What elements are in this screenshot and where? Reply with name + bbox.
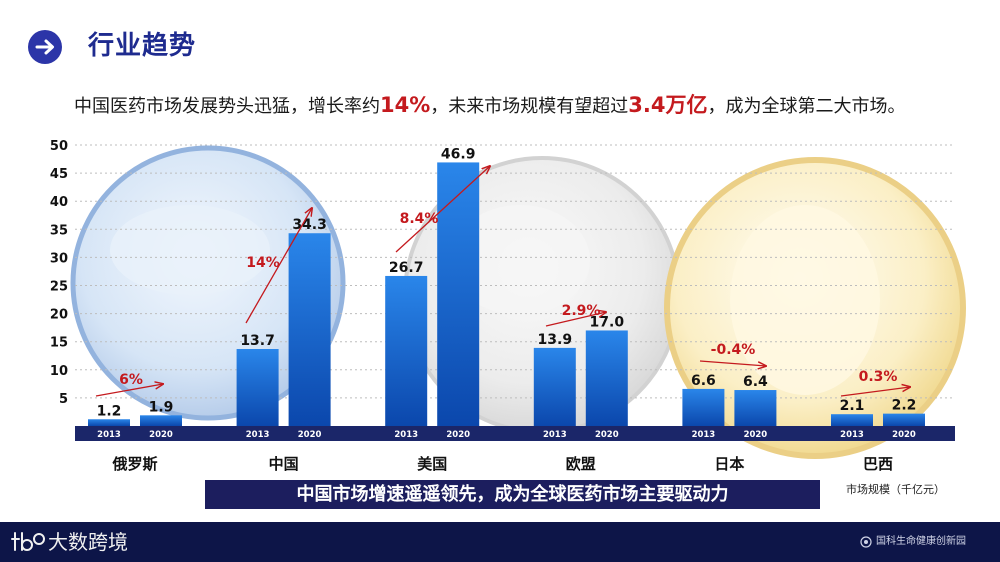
year-label: 2013 bbox=[246, 430, 270, 440]
value-label: 1.2 bbox=[97, 403, 122, 419]
subtitle-text: ，成为全球第二大市场。 bbox=[707, 96, 906, 117]
year-label: 2020 bbox=[595, 430, 619, 440]
y-tick-label: 50 bbox=[50, 139, 68, 154]
value-label: 26.7 bbox=[389, 260, 424, 276]
brand-name: 大数跨境 bbox=[48, 530, 128, 554]
bar-2013 bbox=[533, 347, 576, 426]
growth-arrow bbox=[545, 312, 606, 327]
year-label: 2020 bbox=[446, 430, 470, 440]
value-label: 17.0 bbox=[590, 314, 625, 330]
growth-label: 0.3% bbox=[859, 369, 898, 385]
y-tick-label: 40 bbox=[50, 195, 68, 210]
growth-arrow bbox=[840, 387, 910, 397]
value-label: 2.2 bbox=[892, 398, 917, 414]
partner-logo-icon bbox=[860, 536, 872, 548]
growth-label: 2.9% bbox=[562, 303, 601, 319]
y-tick-label: 5 bbox=[59, 392, 68, 407]
globe-landmass-gray bbox=[450, 205, 590, 315]
globe-landmass-blue bbox=[110, 205, 270, 295]
category-label: 欧盟 bbox=[566, 455, 596, 473]
growth-label: 8.4% bbox=[400, 211, 439, 227]
y-tick-label: 35 bbox=[50, 223, 68, 238]
conclusion-banner: 中国市场增速遥遥领先，成为全球医药市场主要驱动力 bbox=[205, 480, 820, 509]
bar-2013 bbox=[831, 414, 873, 426]
page-title: 行业趋势 bbox=[88, 31, 197, 61]
year-label: 2013 bbox=[543, 430, 567, 440]
subtitle-highlight-market-size: 3.4万亿 bbox=[628, 93, 708, 117]
y-tick-label: 30 bbox=[50, 251, 68, 266]
subtitle-text: ，未来市场规模有望超过 bbox=[430, 96, 629, 117]
year-label: 2013 bbox=[97, 430, 121, 440]
y-tick-label: 15 bbox=[50, 336, 68, 351]
year-label: 2020 bbox=[744, 430, 768, 440]
y-tick-label: 45 bbox=[50, 167, 68, 182]
value-label: 2.1 bbox=[840, 398, 865, 414]
category-label: 巴西 bbox=[863, 455, 893, 473]
value-label: 13.7 bbox=[240, 333, 275, 349]
subtitle-text: 中国医药市场发展势头迅猛，增长率约 bbox=[74, 96, 380, 117]
y-tick-label: 10 bbox=[50, 364, 68, 379]
x-axis-band bbox=[75, 426, 955, 441]
year-label: 2013 bbox=[394, 430, 418, 440]
subtitle: 中国医药市场发展势头迅猛，增长率约14%，未来市场规模有望超过3.4万亿，成为全… bbox=[74, 90, 905, 122]
value-label: 13.9 bbox=[538, 332, 573, 348]
category-label: 俄罗斯 bbox=[111, 455, 157, 473]
growth-label: -0.4% bbox=[711, 342, 756, 358]
bar-2020 bbox=[288, 233, 331, 426]
value-label: 46.9 bbox=[441, 146, 476, 162]
growth-label: 6% bbox=[119, 372, 143, 388]
year-label: 2020 bbox=[892, 430, 916, 440]
category-label: 美国 bbox=[417, 455, 447, 473]
bar-2013 bbox=[385, 275, 428, 426]
category-label: 中国 bbox=[269, 455, 299, 473]
year-label: 2020 bbox=[149, 430, 173, 440]
year-label: 2020 bbox=[298, 430, 322, 440]
bar-2020 bbox=[437, 162, 480, 426]
growth-arrow bbox=[395, 166, 490, 253]
value-label: 6.6 bbox=[691, 373, 716, 389]
growth-arrow bbox=[699, 360, 766, 366]
brand-logo-icon bbox=[11, 532, 45, 551]
bar-2013 bbox=[682, 388, 725, 426]
growth-label: 14% bbox=[246, 255, 280, 271]
value-label: 34.3 bbox=[292, 217, 327, 233]
year-label: 2013 bbox=[692, 430, 716, 440]
year-label: 2013 bbox=[840, 430, 864, 440]
footer: 大数跨境 国科生命健康创新园 bbox=[0, 522, 1000, 562]
arrow-right-circle-icon bbox=[28, 30, 62, 64]
partner-name: 国科生命健康创新园 bbox=[876, 536, 966, 547]
growth-arrow bbox=[245, 208, 312, 324]
bar-2020 bbox=[585, 330, 628, 426]
y-tick-label: 25 bbox=[50, 280, 68, 295]
bar-2020 bbox=[734, 390, 777, 426]
category-label: 日本 bbox=[714, 455, 744, 473]
growth-arrow bbox=[95, 384, 163, 397]
value-label: 6.4 bbox=[743, 374, 768, 390]
subtitle-highlight-growth: 14% bbox=[380, 93, 431, 117]
unit-label: 市场规模（千亿元） bbox=[846, 483, 945, 496]
bar-2013 bbox=[88, 419, 130, 426]
y-tick-label: 20 bbox=[50, 308, 68, 323]
value-label: 1.9 bbox=[149, 399, 174, 415]
globe-landmass-gold bbox=[730, 205, 880, 395]
bar-2013 bbox=[236, 349, 279, 426]
bar-2020 bbox=[883, 413, 925, 426]
bar-2020 bbox=[140, 415, 182, 426]
